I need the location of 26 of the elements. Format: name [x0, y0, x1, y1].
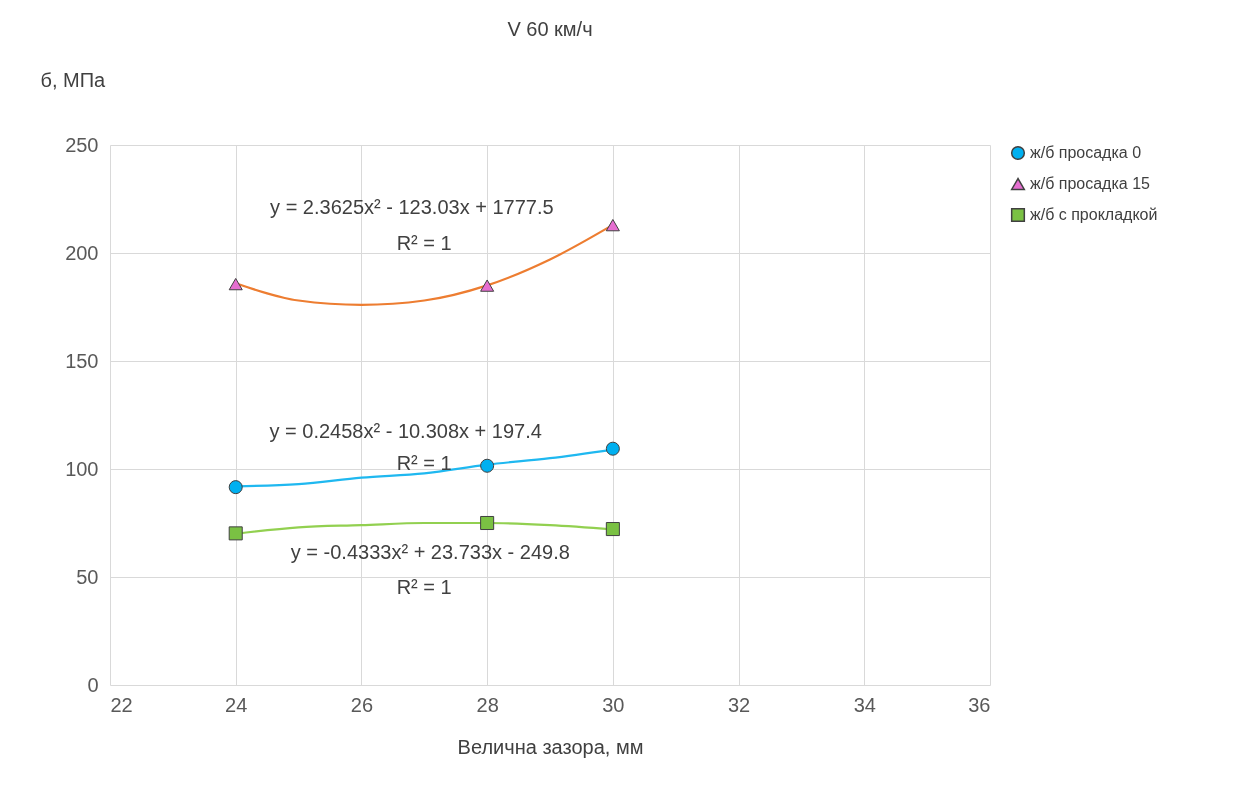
x-tick-label: 32 — [727, 693, 751, 716]
annotation: R² = 1 — [396, 451, 452, 474]
x-tick-label: 34 — [853, 693, 876, 716]
y-tick-label: 200 — [65, 241, 99, 264]
x-tick-label: 24 — [225, 693, 248, 716]
y-tick-label: 0 — [87, 673, 99, 696]
x-tick-label: 28 — [476, 693, 499, 716]
annotation: y = -0.4333x² + 23.733x - 249.8 — [290, 541, 570, 564]
annotation: y = 0.2458x² - 10.308x + 197.4 — [269, 420, 542, 443]
x-tick-label: 26 — [350, 693, 374, 716]
y-tick-label: 50 — [76, 565, 99, 588]
legend-label: ж/б просадка 15 — [1030, 175, 1151, 192]
y-tick-label: 100 — [65, 457, 99, 480]
x-tick-label: 30 — [602, 693, 625, 716]
x-tick-label: 22 — [110, 693, 133, 716]
annotation: R² = 1 — [396, 575, 452, 598]
annotation: y = 2.3625x² - 123.03x + 1777.5 — [270, 195, 554, 218]
x-axis-title: Велична зазора, мм — [457, 735, 644, 758]
legend-label: ж/б с прокладкой — [1030, 206, 1158, 223]
y-tick-label: 250 — [65, 133, 99, 156]
x-tick-label: 36 — [968, 693, 991, 716]
y-axis-title: б, МПа — [40, 68, 107, 91]
legend-label: ж/б просадка 0 — [1030, 144, 1142, 161]
annotation: R² = 1 — [396, 232, 452, 255]
chart-title: V 60 км/ч — [507, 18, 593, 40]
y-tick-label: 150 — [65, 349, 99, 372]
